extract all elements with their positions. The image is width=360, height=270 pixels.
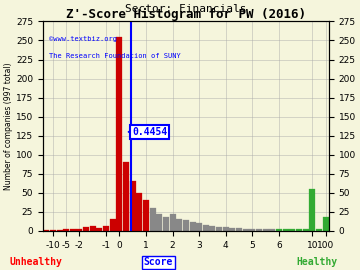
Bar: [203, 225, 209, 231]
Bar: [223, 227, 229, 231]
Bar: [143, 200, 149, 231]
Bar: [276, 229, 282, 231]
Text: Unhealthy: Unhealthy: [10, 257, 62, 267]
Bar: [216, 227, 222, 231]
Bar: [263, 230, 269, 231]
Bar: [110, 220, 116, 231]
Text: Healthy: Healthy: [296, 257, 337, 267]
Bar: [316, 230, 322, 231]
Bar: [130, 181, 136, 231]
Bar: [309, 189, 315, 231]
Bar: [283, 230, 289, 231]
Bar: [190, 222, 195, 231]
Bar: [296, 229, 302, 231]
Text: ©www.textbiz.org: ©www.textbiz.org: [49, 36, 117, 42]
Bar: [123, 162, 129, 231]
Bar: [163, 217, 169, 231]
Bar: [50, 230, 56, 231]
Bar: [249, 229, 255, 231]
Text: 0.4454: 0.4454: [132, 127, 167, 137]
Bar: [210, 226, 216, 231]
Bar: [176, 220, 182, 231]
Bar: [76, 229, 82, 231]
Y-axis label: Number of companies (997 total): Number of companies (997 total): [4, 62, 13, 190]
Bar: [183, 220, 189, 231]
Bar: [289, 230, 295, 231]
Bar: [96, 228, 103, 231]
Bar: [43, 230, 49, 231]
Bar: [243, 229, 249, 231]
Bar: [150, 208, 156, 231]
Bar: [323, 217, 329, 231]
Text: Sector: Financials: Sector: Financials: [125, 4, 247, 14]
Bar: [236, 228, 242, 231]
Text: Score: Score: [144, 257, 173, 267]
Text: The Research Foundation of SUNY: The Research Foundation of SUNY: [49, 53, 180, 59]
Bar: [63, 229, 69, 231]
Bar: [57, 230, 63, 231]
Bar: [269, 230, 275, 231]
Bar: [196, 223, 202, 231]
Bar: [90, 226, 96, 231]
Bar: [83, 227, 89, 231]
Bar: [229, 228, 235, 231]
Bar: [303, 230, 309, 231]
Bar: [156, 214, 162, 231]
Bar: [170, 214, 176, 231]
Title: Z'-Score Histogram for PW (2016): Z'-Score Histogram for PW (2016): [66, 8, 306, 21]
Bar: [256, 230, 262, 231]
Bar: [136, 193, 142, 231]
Bar: [116, 37, 122, 231]
Bar: [70, 230, 76, 231]
Bar: [103, 226, 109, 231]
